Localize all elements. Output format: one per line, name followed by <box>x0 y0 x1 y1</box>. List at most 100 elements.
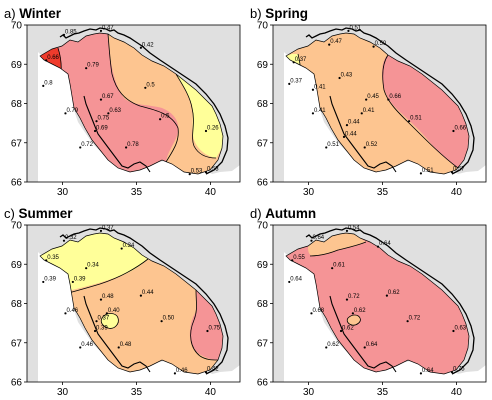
y-tick-label: 66 <box>11 178 23 189</box>
station-value: 0.39 <box>96 325 108 331</box>
y-tick-label: 68 <box>11 299 23 310</box>
station-value: 0.44 <box>348 120 360 126</box>
station-dot <box>107 112 110 115</box>
panel-autumn: d) Autumn 0.54 0.64 0.64 0.55 0.61 0.64 0.72 0.… <box>246 200 492 400</box>
value-zone <box>189 290 223 360</box>
station-dot <box>339 329 343 333</box>
station-dot <box>159 118 162 121</box>
bay-coastline <box>329 95 397 173</box>
panel-title: b) Spring <box>250 6 308 21</box>
station: 0.37 <box>292 57 307 64</box>
station: 0.66 <box>45 55 60 62</box>
station-value: 0.57 <box>453 167 465 173</box>
station-value: 0.35 <box>47 255 59 261</box>
contour-line <box>382 54 459 169</box>
station-dot <box>360 112 363 115</box>
x-tick-label: 30 <box>303 387 315 398</box>
station: 0.85 <box>62 29 77 36</box>
region-outline <box>285 232 470 375</box>
x-tick-label: 35 <box>131 187 143 198</box>
y-tick-label: 70 <box>11 21 23 32</box>
station-dot <box>351 312 354 315</box>
station: 0.62 <box>385 290 400 297</box>
station-value: 0.55 <box>293 255 305 261</box>
station: 0.53 <box>188 169 203 176</box>
y-tick-label: 69 <box>11 260 23 271</box>
station-dot <box>79 146 82 149</box>
station-value: 0.42 <box>142 42 154 48</box>
value-zone <box>347 315 361 326</box>
station: 0.72 <box>79 142 94 149</box>
station-value: 0.85 <box>65 29 77 35</box>
land-area <box>280 48 486 182</box>
station-dot <box>45 259 48 262</box>
station-value: 0.40 <box>108 308 120 314</box>
value-zone <box>176 74 223 158</box>
y-tick-label: 68 <box>257 299 269 310</box>
station-value: 0.63 <box>109 108 121 114</box>
station: 0.46 <box>173 368 188 375</box>
station: 0.26 <box>204 125 219 133</box>
station-value: 0.32 <box>65 235 77 241</box>
station-value: 0.53 <box>191 169 203 175</box>
station: 0.40 <box>105 308 120 315</box>
station-dot <box>376 245 380 248</box>
x-tick-label: 40 <box>451 187 463 198</box>
station-dot <box>325 346 328 349</box>
station-value: 0.72 <box>409 316 421 322</box>
station: 0.44 <box>139 290 154 297</box>
station: 0.45 <box>365 94 380 101</box>
station-dot <box>62 239 66 242</box>
station-dot <box>139 46 142 49</box>
station: 0.5 <box>144 82 155 89</box>
station: 0.44 <box>342 131 357 138</box>
station-value: 0.46 <box>81 342 93 348</box>
station: 0.42 <box>204 367 219 374</box>
station-dot <box>95 120 98 123</box>
station-value: 0.44 <box>142 290 154 296</box>
base-zone <box>286 33 469 174</box>
station-dot <box>62 33 66 36</box>
station-dot <box>406 320 409 323</box>
station-value: 0.50 <box>375 41 387 47</box>
station: 0.72 <box>345 294 360 301</box>
station: 0.43 <box>338 72 353 80</box>
station-value: 0.41 <box>314 84 326 90</box>
y-tick-label: 67 <box>257 138 269 149</box>
station-dot <box>407 120 411 123</box>
station-value: 0.5 <box>161 114 170 120</box>
station-dot <box>99 29 103 32</box>
station-dot <box>105 312 108 315</box>
station: 0.34 <box>120 243 135 250</box>
station-value: 0.62 <box>354 308 366 314</box>
station-dot <box>45 59 48 62</box>
station-value: 0.62 <box>342 325 354 331</box>
x-tick-label: 35 <box>377 387 389 398</box>
station: 0.48 <box>117 342 132 349</box>
contour-line <box>309 241 367 257</box>
station-value: 0.51 <box>349 25 361 31</box>
station: 0.55 <box>291 255 306 262</box>
panel-letter: a) <box>4 6 16 21</box>
station-dot <box>419 372 423 375</box>
station-dot <box>450 171 454 174</box>
station-dot <box>342 135 346 138</box>
station-dot <box>64 312 67 315</box>
station: 0.51 <box>407 116 422 123</box>
map-summer: 0.37 0.32 0.34 0.35 0.34 0.39 0.39 0.48 0.44 0.46… <box>11 221 241 398</box>
station-value: 0.63 <box>454 325 466 331</box>
station-value: 0.79 <box>66 108 78 114</box>
station: 0.52 <box>363 142 378 149</box>
region-outline <box>39 32 224 175</box>
station: 0.51 <box>347 25 362 32</box>
station: 0.64 <box>419 368 434 375</box>
station: 0.37 <box>95 316 110 323</box>
station-dot <box>325 146 328 149</box>
station-dot <box>93 329 97 333</box>
station-value: 0.8 <box>44 80 53 86</box>
value-zone <box>101 313 119 329</box>
station-value: 0.51 <box>422 168 434 174</box>
station-value: 0.53 <box>207 167 219 173</box>
station: 0.67 <box>99 94 114 101</box>
station-dot <box>79 346 82 349</box>
